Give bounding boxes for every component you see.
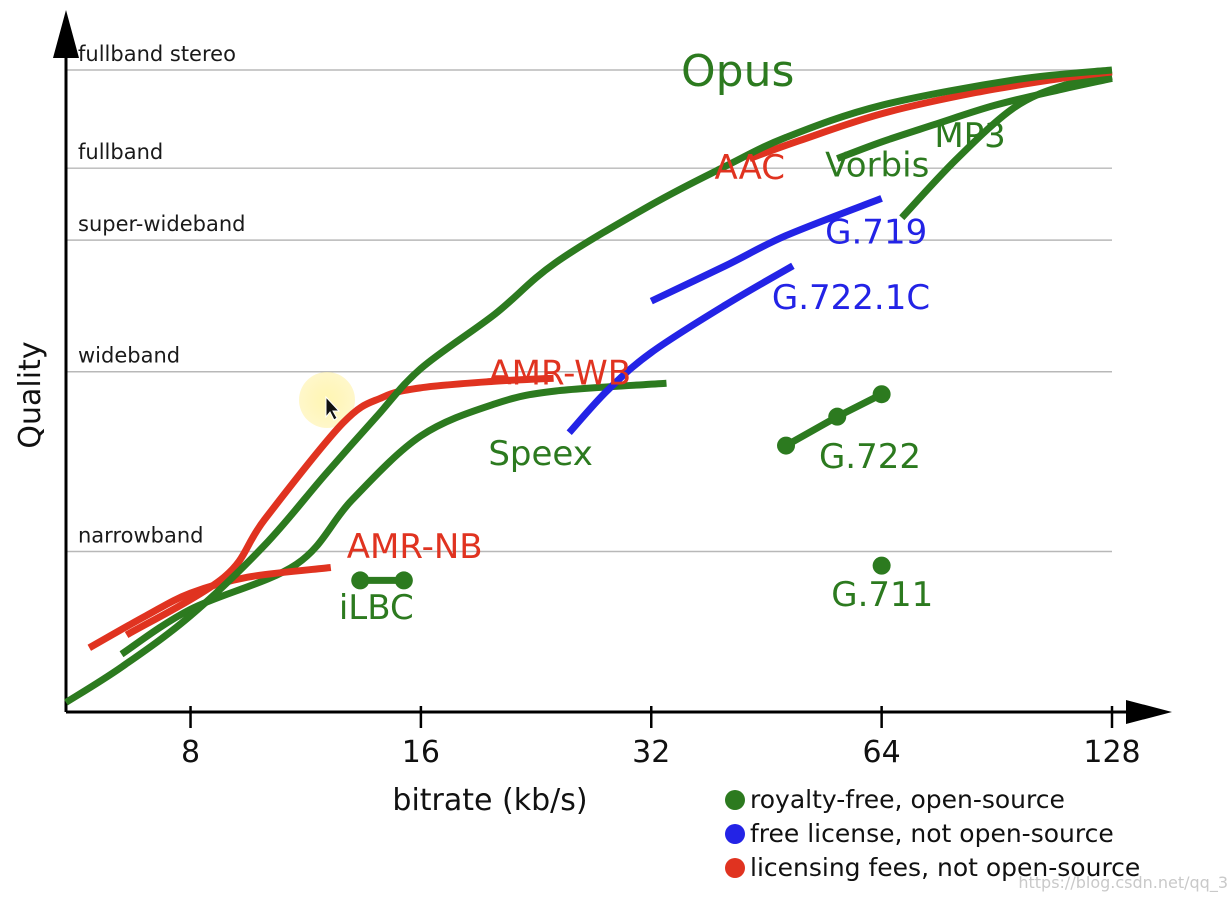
codec-label-amr-nb: AMR-NB [347, 527, 483, 567]
x-tick-label-64: 64 [863, 735, 901, 770]
series-vorbis [836, 74, 1113, 162]
series-amr-nb [87, 564, 332, 651]
codec-label-g-722: G.722 [819, 437, 921, 477]
series-aac [748, 68, 1113, 162]
x-axis-ticks: 8 16 32 64 128 [181, 706, 1141, 770]
y-axis-arrow [53, 10, 79, 58]
series-layer [64, 66, 1113, 706]
codec-label-opus: Opus [681, 46, 794, 97]
series-ilbc [351, 571, 413, 590]
series-amr-wb [124, 374, 554, 639]
series-line-aac [748, 68, 1113, 162]
series-line-amr-wb [124, 374, 554, 639]
mouse-cursor [299, 372, 355, 428]
legend-swatch-royalty-free [725, 790, 745, 810]
series-g-722 [777, 385, 891, 455]
codec-label-mp3: MP3 [934, 116, 1005, 156]
x-tick-label-8: 8 [181, 735, 200, 770]
quality-gridlines: narrowband wideband super-wideband fullband… [66, 42, 1112, 553]
y-axis-title: Quality [13, 341, 48, 448]
quality-label-fullband-stereo: fullband stereo [78, 42, 236, 66]
x-tick-label-32: 32 [632, 735, 670, 770]
series-line-g-719 [649, 195, 883, 305]
legend-label-licensing-fees: licensing fees, not open-source [750, 853, 1140, 882]
series-mp3 [899, 72, 1113, 221]
axes [53, 10, 1172, 724]
point-ilbc-0 [351, 571, 370, 590]
point-g-722-2 [872, 385, 891, 404]
legend-label-free-license: free license, not open-source [750, 819, 1114, 848]
series-line-g-722-1c [566, 262, 795, 436]
series-g-722-1c [566, 262, 795, 436]
quality-label-super-wideband: super-wideband [78, 212, 245, 236]
series-g-711 [872, 556, 891, 575]
codec-label-g-722-1c: G.722.1C [772, 278, 930, 318]
x-tick-label-16: 16 [402, 735, 440, 770]
watermark: https://blog.csdn.net/qq_3 [1018, 873, 1228, 893]
codec-label-aac: AAC [714, 148, 785, 188]
quality-label-wideband: wideband [78, 344, 180, 368]
x-axis-title: bitrate (kb/s) [392, 783, 587, 818]
legend-label-royalty-free: royalty-free, open-source [750, 785, 1065, 814]
codec-label-g-711: G.711 [831, 575, 933, 615]
point-g-722-0 [777, 436, 796, 455]
x-axis-arrow [1126, 700, 1172, 724]
series-opus [64, 66, 1113, 706]
point-g-722-1 [828, 407, 847, 426]
codec-label-ilbc: iLBC [339, 588, 414, 628]
codec-label-speex: Speex [488, 434, 593, 474]
legend-swatch-licensing-fees [725, 858, 745, 878]
point-g-711-0 [872, 556, 891, 575]
x-tick-label-128: 128 [1083, 735, 1140, 770]
cursor-arrow-icon [325, 395, 341, 421]
series-g-719 [649, 195, 883, 305]
quality-label-narrowband: narrowband [78, 524, 203, 548]
legend: royalty-free, open-source free license, … [725, 785, 1140, 882]
series-line-mp3 [899, 72, 1113, 221]
point-ilbc-1 [394, 571, 413, 590]
codec-label-amr-wb: AMR-WB [488, 354, 631, 394]
series-line-opus [64, 66, 1113, 706]
legend-swatch-free-license [725, 824, 745, 844]
codec-label-vorbis: Vorbis [825, 146, 929, 186]
quality-label-fullband: fullband [78, 140, 163, 164]
series-line-amr-nb [87, 564, 332, 651]
codec-label-g-719: G.719 [825, 212, 927, 252]
series-line-vorbis [836, 74, 1113, 162]
